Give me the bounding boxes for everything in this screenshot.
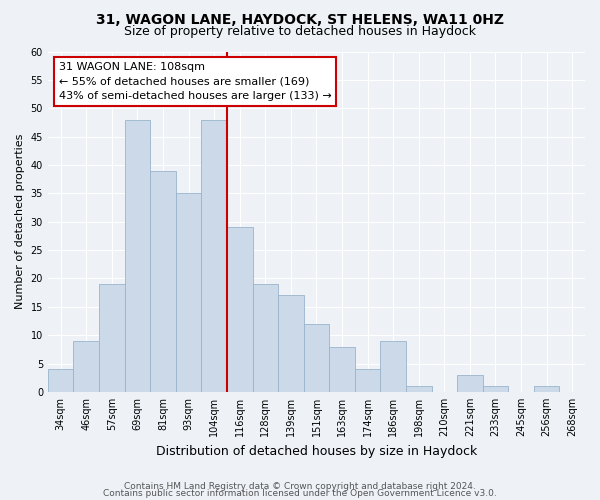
Bar — [99, 284, 125, 392]
Bar — [534, 386, 559, 392]
Text: Size of property relative to detached houses in Haydock: Size of property relative to detached ho… — [124, 25, 476, 38]
Y-axis label: Number of detached properties: Number of detached properties — [15, 134, 25, 310]
Bar — [150, 170, 176, 392]
Bar — [329, 346, 355, 392]
Text: 31, WAGON LANE, HAYDOCK, ST HELENS, WA11 0HZ: 31, WAGON LANE, HAYDOCK, ST HELENS, WA11… — [96, 12, 504, 26]
Bar — [176, 194, 202, 392]
Bar — [227, 228, 253, 392]
Bar — [125, 120, 150, 392]
X-axis label: Distribution of detached houses by size in Haydock: Distribution of detached houses by size … — [156, 444, 477, 458]
Text: Contains HM Land Registry data © Crown copyright and database right 2024.: Contains HM Land Registry data © Crown c… — [124, 482, 476, 491]
Text: 31 WAGON LANE: 108sqm
← 55% of detached houses are smaller (169)
43% of semi-det: 31 WAGON LANE: 108sqm ← 55% of detached … — [59, 62, 331, 102]
Bar — [73, 341, 99, 392]
Bar — [355, 369, 380, 392]
Bar — [253, 284, 278, 392]
Bar — [202, 120, 227, 392]
Bar — [48, 369, 73, 392]
Bar — [482, 386, 508, 392]
Bar — [406, 386, 431, 392]
Bar — [380, 341, 406, 392]
Bar — [304, 324, 329, 392]
Bar — [278, 296, 304, 392]
Bar — [457, 375, 482, 392]
Text: Contains public sector information licensed under the Open Government Licence v3: Contains public sector information licen… — [103, 488, 497, 498]
